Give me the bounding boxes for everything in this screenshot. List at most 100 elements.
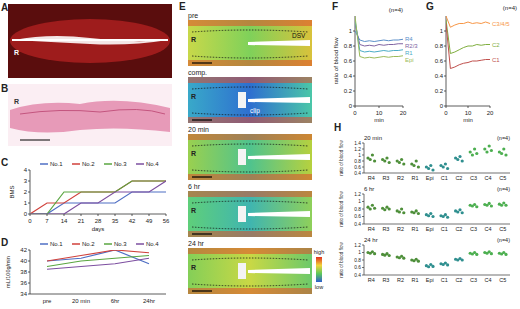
y-tick-label: 4 (24, 167, 28, 173)
y-tick-label: 34 (20, 291, 27, 297)
series-line (355, 16, 403, 58)
point (461, 211, 464, 214)
point (417, 260, 420, 263)
y-tick-label: 1.2 (354, 243, 361, 248)
x-tick-label: Epi (426, 175, 434, 181)
scale-bar (20, 140, 50, 141)
point (429, 212, 432, 215)
point (461, 159, 464, 162)
y-tick (28, 170, 30, 171)
point (490, 252, 493, 255)
dsv-label: DSV (292, 32, 306, 39)
point (446, 263, 449, 266)
x-tick-label: 24hr (143, 298, 155, 304)
flow-frame: R (188, 248, 312, 294)
colorbar (316, 257, 322, 282)
point (471, 153, 474, 156)
legend-label: Epi (405, 57, 414, 63)
chart: 3436384042pre20 min6hr24hrNo.1No.2No.3No… (1, 237, 166, 304)
point (490, 204, 493, 207)
legend-label: No.1 (50, 161, 63, 167)
cord-outline (192, 30, 308, 32)
x-tick-label: R1 (412, 175, 419, 181)
flow-image (188, 77, 312, 123)
flow-image (188, 248, 312, 294)
legend-label: No.2 (82, 161, 95, 167)
y-tick (28, 192, 30, 193)
legend-label: R4 (405, 36, 413, 42)
series-line (30, 181, 166, 214)
chart: 00.20.40.60.8101020R4R2/3R1EpiFratio of … (332, 1, 418, 123)
legend-label: No.3 (114, 161, 127, 167)
point (417, 165, 420, 168)
x-tick (98, 214, 99, 216)
y-tick-label: 0.6 (354, 165, 361, 170)
x-axis (364, 173, 510, 174)
point (504, 153, 507, 156)
x-tick-label: C2 (455, 175, 462, 181)
point (417, 212, 420, 215)
y-tick-label: 0 (349, 103, 353, 109)
series-line (446, 20, 490, 54)
legend-swatch (136, 243, 144, 245)
x-tick (132, 214, 133, 216)
frame-title: 6 hr (188, 183, 201, 190)
x-axis (364, 224, 510, 225)
y-tick (362, 252, 364, 253)
y-tick-label: 0.8 (435, 43, 444, 49)
x-tick-label: Epi (426, 226, 434, 232)
point (415, 209, 418, 212)
series-group (47, 250, 149, 269)
y-tick (362, 260, 364, 261)
panel-label: C (1, 157, 8, 168)
clip-shape (238, 149, 246, 165)
x-tick-label: 10 (465, 110, 472, 116)
dsv (248, 211, 310, 217)
x-tick-label: 56 (163, 218, 170, 224)
y-axis-label: ratio of blood flow (339, 140, 344, 176)
point (429, 164, 432, 167)
series-group (355, 16, 403, 58)
chart: 012340714212835424956No.1No.2No.3No.4CBM… (1, 157, 170, 232)
x-tick-label: 20 (400, 110, 407, 116)
dsv (248, 97, 310, 103)
x-tick (355, 106, 356, 108)
y-tick (28, 250, 30, 251)
point (400, 207, 403, 210)
x-tick-label: R4 (368, 226, 375, 232)
y-tick (362, 201, 364, 202)
colorbar-label: high (314, 249, 324, 255)
x-tick-label: 20 min (72, 298, 90, 304)
point (473, 147, 476, 150)
vessel-band (188, 174, 312, 180)
panel-label: E (179, 1, 186, 12)
y-tick (362, 267, 364, 268)
x-tick-label: C3 (470, 226, 477, 232)
y-tick (28, 272, 30, 273)
annotation: (n=4) (503, 5, 517, 11)
point (500, 152, 503, 155)
flow-frame: RDSV (188, 20, 312, 66)
point (398, 161, 401, 164)
vessel-band (188, 288, 312, 294)
x-tick-label: C3 (470, 277, 477, 283)
y-axis-label: BMS (9, 185, 15, 198)
point (475, 152, 478, 155)
series-group (446, 16, 490, 69)
y-tick-label: 0.6 (354, 214, 361, 219)
point (388, 161, 391, 164)
y-tick (353, 46, 355, 47)
side-label: R (191, 93, 196, 100)
x-axis-label: min (463, 117, 473, 123)
point (415, 159, 418, 162)
flow-image (188, 20, 312, 66)
y-tick-label: 0.8 (354, 258, 361, 263)
cord-outline (192, 87, 308, 89)
y-tick-label: 0.6 (435, 58, 444, 64)
y-tick (28, 294, 30, 295)
point (442, 165, 445, 168)
cord-outline (192, 170, 308, 172)
y-axis-label: mL/100g/min (5, 256, 11, 288)
point (504, 253, 507, 256)
flow-image (188, 191, 312, 237)
